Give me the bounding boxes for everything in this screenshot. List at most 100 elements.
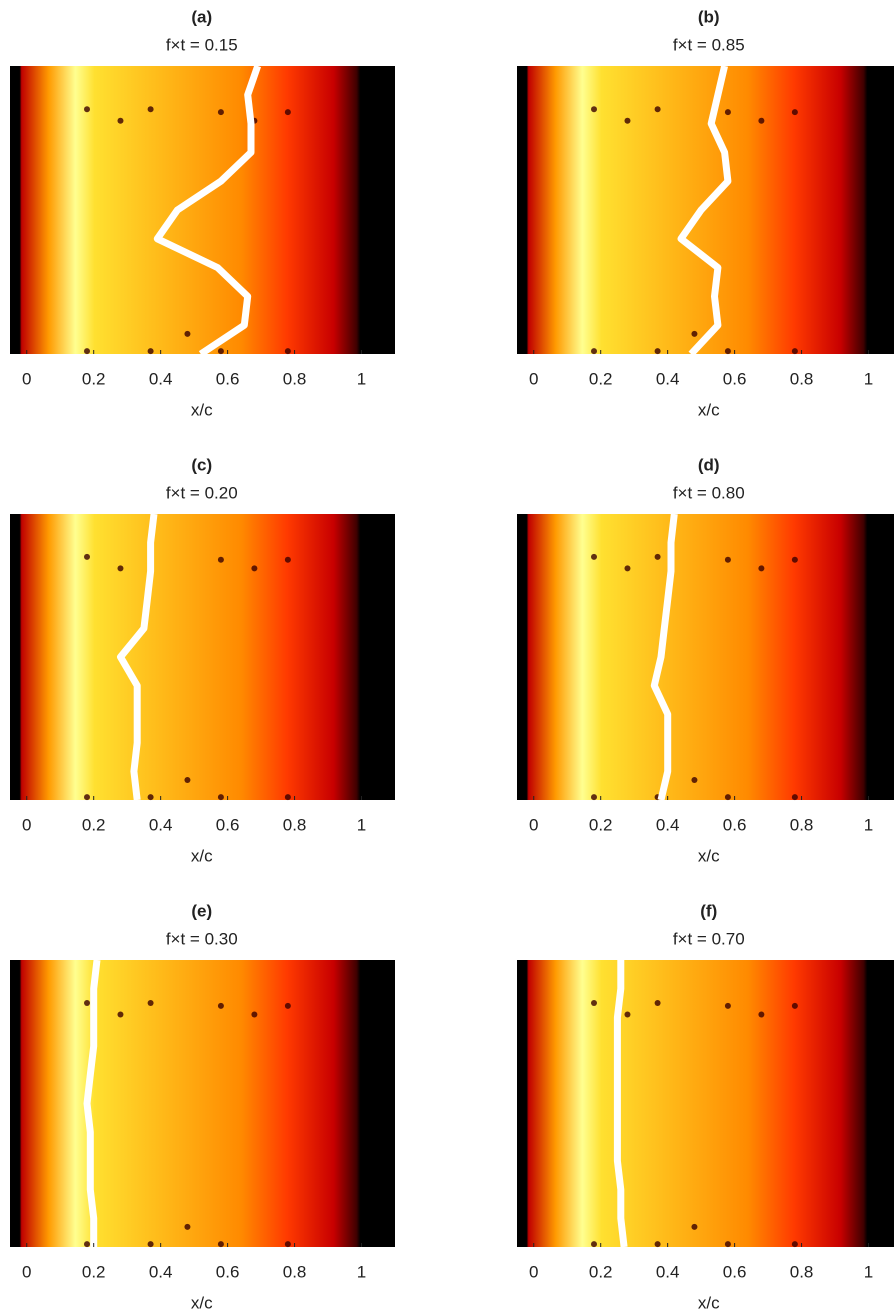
marker [691,331,697,337]
heatmap [10,960,395,1247]
marker [691,777,697,783]
marker [792,109,798,115]
panel-title: (b) [698,7,720,26]
x-tick-label: 0.4 [656,1262,680,1281]
x-tick-label: 0.6 [723,369,747,388]
marker [285,557,291,563]
marker [624,1012,630,1018]
marker [148,1241,154,1247]
panel-title: (e) [191,901,212,920]
marker [591,348,597,354]
panel-subtitle: f×t = 0.80 [673,483,745,502]
marker [655,348,661,354]
x-tick-label: 1 [864,815,873,834]
marker [148,348,154,354]
heatmap [10,514,395,800]
marker [285,348,291,354]
x-axis-label: x/c [698,400,720,419]
panel-subtitle: f×t = 0.70 [673,929,745,948]
marker [285,1241,291,1247]
x-tick-label: 0.4 [656,815,680,834]
marker [285,1003,291,1009]
x-tick-label: 0.6 [216,369,240,388]
marker [184,331,190,337]
marker [792,794,798,800]
panel-subtitle: f×t = 0.20 [166,483,238,502]
marker [148,106,154,112]
marker [725,794,731,800]
marker [184,1224,190,1230]
marker [792,557,798,563]
x-tick-label: 0 [529,369,538,388]
panel-title: (c) [191,455,212,474]
x-tick-label: 0 [22,1262,31,1281]
x-tick-label: 0.8 [283,815,307,834]
marker [251,565,257,571]
x-axis-label: x/c [191,400,213,419]
marker [691,1224,697,1230]
heatmap [517,960,894,1247]
x-tick-label: 1 [357,369,366,388]
x-tick-label: 0.8 [790,1262,814,1281]
x-axis-label: x/c [191,1293,213,1312]
marker [117,565,123,571]
x-tick-label: 0.4 [149,815,173,834]
marker [218,557,224,563]
marker [758,118,764,124]
marker [218,348,224,354]
x-tick-label: 0 [22,369,31,388]
x-tick-label: 0.4 [149,369,173,388]
marker [758,565,764,571]
marker [285,109,291,115]
marker [148,1000,154,1006]
marker [624,118,630,124]
marker [655,1241,661,1247]
x-tick-label: 0.2 [589,815,613,834]
x-tick-label: 1 [864,1262,873,1281]
x-tick-label: 0.4 [149,1262,173,1281]
x-tick-label: 1 [357,815,366,834]
x-tick-label: 0.8 [790,815,814,834]
marker [148,794,154,800]
marker [591,554,597,560]
marker [655,106,661,112]
marker [591,106,597,112]
panel-subtitle: f×t = 0.30 [166,929,238,948]
marker [218,1003,224,1009]
marker [84,1000,90,1006]
marker [725,348,731,354]
marker [655,1000,661,1006]
x-axis-label: x/c [698,1293,720,1312]
x-tick-label: 0.4 [656,369,680,388]
x-tick-label: 0 [529,1262,538,1281]
marker [251,1012,257,1018]
x-tick-label: 0.6 [216,815,240,834]
panel-subtitle: f×t = 0.15 [166,35,238,54]
x-tick-label: 0.2 [589,369,613,388]
marker [84,106,90,112]
heatmap [517,514,894,800]
x-axis-label: x/c [191,846,213,865]
panel-subtitle: f×t = 0.85 [673,35,745,54]
x-tick-label: 0.2 [82,815,106,834]
x-tick-label: 0.8 [283,369,307,388]
x-tick-label: 0.6 [216,1262,240,1281]
heatmap [10,66,395,354]
marker [725,109,731,115]
marker [84,348,90,354]
marker [792,1003,798,1009]
x-tick-label: 1 [357,1262,366,1281]
marker [655,554,661,560]
x-tick-label: 1 [864,369,873,388]
marker [84,554,90,560]
marker [117,1012,123,1018]
x-tick-label: 0 [529,815,538,834]
marker [117,118,123,124]
marker [725,557,731,563]
marker [84,794,90,800]
marker [725,1003,731,1009]
x-tick-label: 0.2 [82,1262,106,1281]
marker [591,794,597,800]
marker [184,777,190,783]
marker [218,794,224,800]
